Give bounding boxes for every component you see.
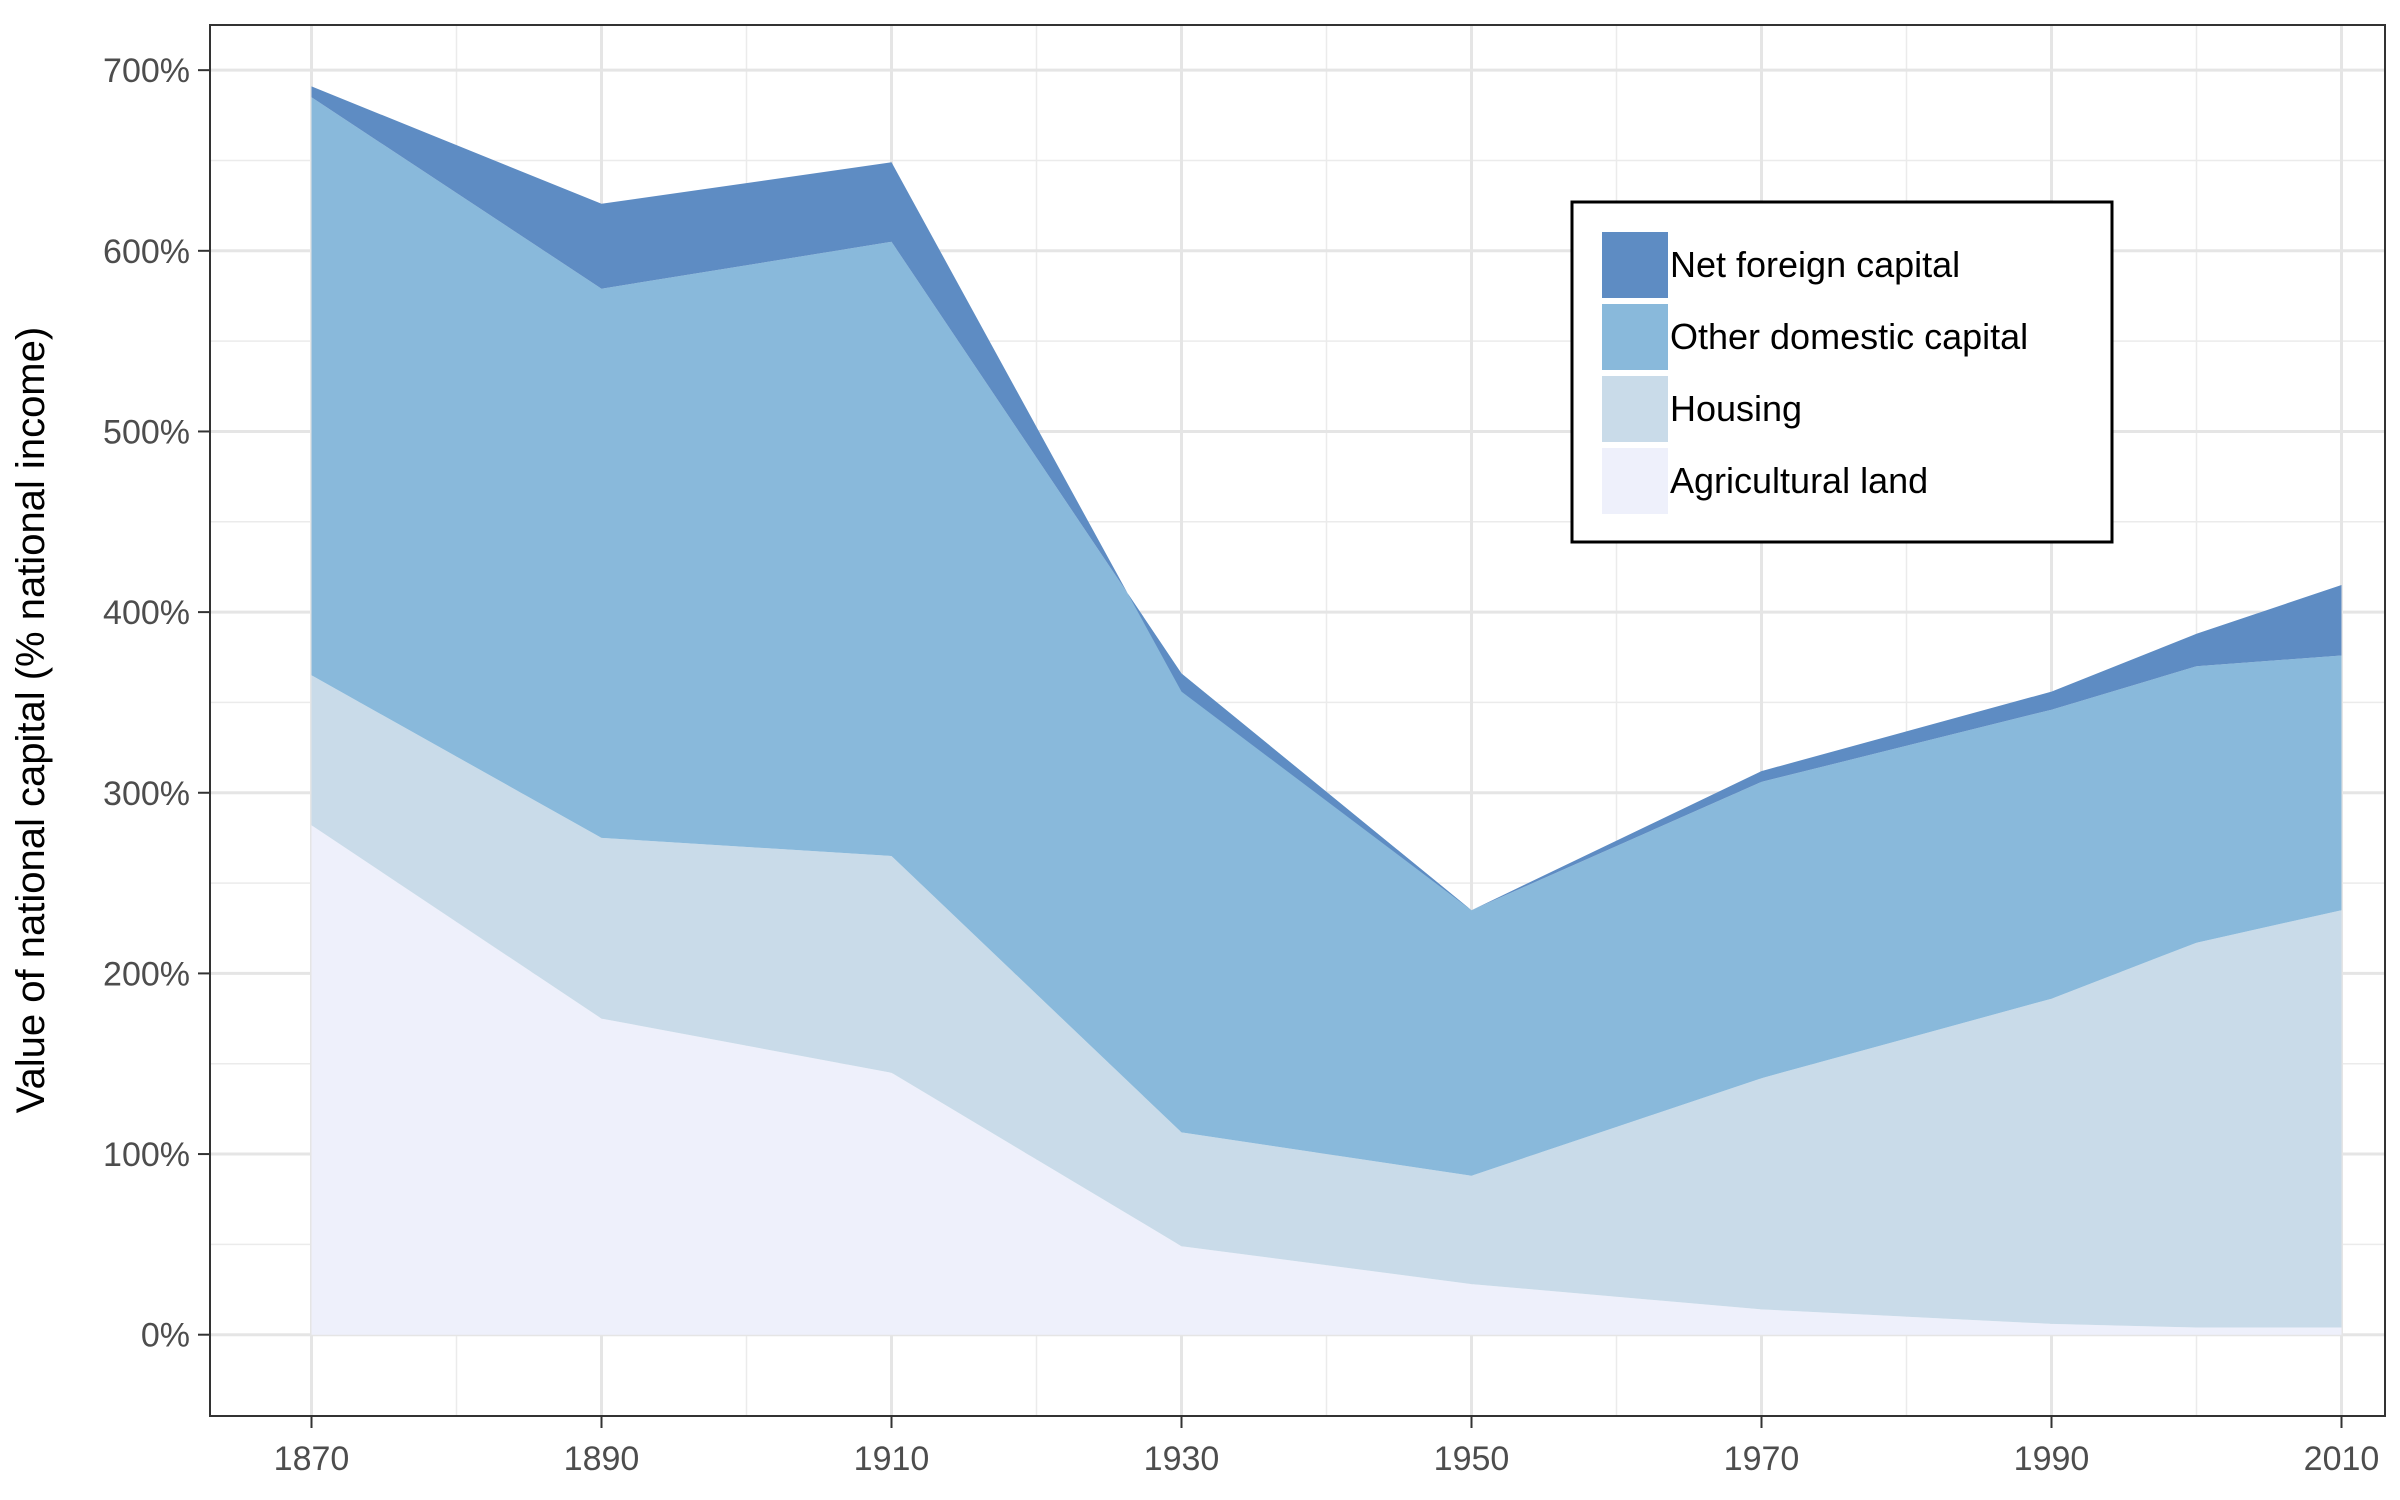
- area-other-domestic-capital: [311, 97, 2342, 1176]
- plot-panel-border: [209, 24, 2386, 1417]
- y-tick-label: 600%: [103, 233, 190, 271]
- legend-label-agricultural-land: Agricultural land: [1670, 460, 1928, 501]
- legend-label-other-domestic-capital: Other domestic capital: [1670, 316, 2028, 357]
- area-housing: [311, 675, 2342, 1328]
- legend-key-net-foreign-capital: [1602, 232, 1668, 298]
- y-axis: 0% 100% 200% 300% 400% 500% 600% 700%: [103, 52, 210, 1355]
- area-agricultural-land: [311, 825, 2342, 1335]
- area-net-foreign-capital: [311, 86, 2342, 911]
- legend-key-housing: [1602, 376, 1668, 442]
- legend-label-housing: Housing: [1670, 388, 1802, 429]
- legend-label-net-foreign-capital: Net foreign capital: [1670, 244, 1960, 285]
- x-tick-label: 1910: [854, 1440, 930, 1478]
- legend: Net foreign capital Other domestic capita…: [1570, 200, 2114, 544]
- y-tick-label: 100%: [103, 1136, 190, 1174]
- x-tick-label: 1950: [1434, 1440, 1510, 1478]
- x-tick-label: 1990: [2014, 1440, 2090, 1478]
- x-tick-label: 1970: [1724, 1440, 1800, 1478]
- x-tick-label: 1930: [1144, 1440, 1220, 1478]
- x-tick-label: 1870: [274, 1440, 350, 1478]
- y-tick-label: 400%: [103, 594, 190, 632]
- legend-key-other-domestic-capital: [1602, 304, 1668, 370]
- legend-key-agricultural-land: [1602, 448, 1668, 514]
- x-tick-label: 1890: [564, 1440, 640, 1478]
- y-axis-title: Value of national capital (% national in…: [9, 327, 53, 1113]
- y-tick-label: 0%: [141, 1317, 190, 1355]
- y-tick-label: 500%: [103, 413, 190, 451]
- y-tick-label: 200%: [103, 955, 190, 993]
- x-axis: 1870 1890 1910 1930 1950 1970 1990 2010: [274, 1416, 2380, 1478]
- y-tick-label: 700%: [103, 52, 190, 90]
- x-tick-label: 2010: [2304, 1440, 2380, 1478]
- stacked-areas: [311, 86, 2342, 1335]
- y-tick-label: 300%: [103, 775, 190, 813]
